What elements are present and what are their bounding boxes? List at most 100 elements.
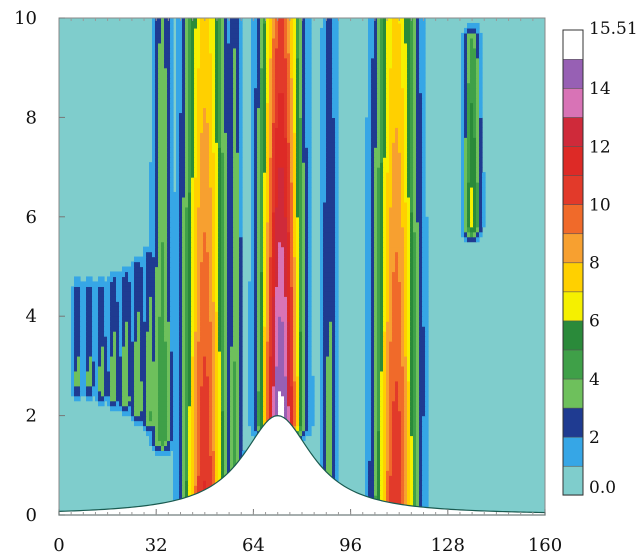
contour-cell bbox=[401, 420, 405, 427]
contour-cell bbox=[326, 177, 336, 183]
contour-cell bbox=[218, 216, 222, 223]
contour-cell bbox=[257, 425, 261, 432]
contour-cell bbox=[374, 365, 378, 372]
contour-cell bbox=[74, 341, 81, 347]
contour-cell bbox=[191, 400, 195, 407]
contour-cell bbox=[134, 410, 141, 417]
contour-cell bbox=[476, 157, 480, 163]
contour-cell bbox=[407, 167, 411, 173]
contour-cell bbox=[410, 440, 414, 447]
contour-cell bbox=[179, 440, 183, 447]
contour-cell bbox=[218, 147, 222, 153]
contour-cell bbox=[206, 480, 213, 486]
contour-cell bbox=[395, 132, 399, 138]
contour-cell bbox=[191, 470, 195, 476]
contour-cell bbox=[122, 296, 132, 302]
contour-cell bbox=[125, 326, 129, 332]
contour-cell bbox=[227, 152, 234, 158]
contour-cell bbox=[395, 395, 399, 402]
contour-cell bbox=[308, 395, 315, 402]
contour-cell bbox=[272, 321, 276, 327]
contour-cell bbox=[386, 266, 390, 273]
contour-cell bbox=[278, 241, 282, 248]
contour-cell bbox=[80, 301, 87, 307]
contour-cell bbox=[374, 435, 378, 442]
contour-cell bbox=[149, 415, 153, 422]
contour-cell bbox=[377, 172, 381, 178]
contour-cell bbox=[290, 360, 294, 367]
contour-cell bbox=[383, 350, 387, 357]
contour-cell bbox=[236, 410, 240, 417]
contour-cell bbox=[212, 415, 216, 422]
contour-cell bbox=[116, 360, 123, 367]
contour-cell bbox=[212, 281, 216, 287]
contour-cell bbox=[305, 370, 309, 377]
contour-cell bbox=[374, 450, 378, 456]
contour-cell bbox=[89, 355, 93, 362]
contour-cell bbox=[479, 167, 483, 173]
contour-cell bbox=[224, 395, 228, 402]
contour-cell bbox=[299, 420, 303, 427]
contour-cell bbox=[218, 246, 222, 253]
contour-cell bbox=[371, 400, 375, 407]
contour-cell bbox=[74, 306, 81, 312]
contour-cell bbox=[263, 375, 267, 382]
contour-cell bbox=[254, 122, 258, 128]
contour-cell bbox=[254, 241, 258, 248]
contour-cell bbox=[308, 167, 312, 173]
contour-cell bbox=[221, 191, 225, 198]
contour-cell bbox=[212, 430, 216, 437]
contour-cell bbox=[299, 201, 303, 208]
contour-cell bbox=[191, 132, 195, 138]
contour-cell bbox=[365, 186, 372, 193]
contour-cell bbox=[371, 266, 375, 273]
contour-cell bbox=[407, 380, 411, 387]
contour-cell bbox=[260, 405, 264, 412]
contour-cell bbox=[239, 251, 243, 258]
contour-cell bbox=[380, 241, 384, 248]
contour-cell bbox=[140, 261, 147, 268]
contour-cell bbox=[377, 390, 381, 397]
contour-cell bbox=[194, 355, 198, 362]
contour-cell bbox=[167, 182, 171, 188]
contour-cell bbox=[473, 127, 477, 133]
contour-cell bbox=[389, 286, 393, 292]
contour-cell bbox=[386, 435, 390, 442]
contour-cell bbox=[239, 390, 243, 397]
contour-cell bbox=[179, 390, 183, 397]
contour-cell bbox=[293, 365, 297, 372]
contour-cell bbox=[410, 490, 414, 496]
contour-cell bbox=[248, 306, 255, 312]
contour-cell bbox=[410, 420, 414, 427]
contour-cell bbox=[194, 331, 201, 337]
contour-cell bbox=[167, 415, 171, 422]
contour-cell bbox=[227, 137, 234, 143]
contour-cell bbox=[170, 167, 174, 173]
contour-cell bbox=[299, 405, 303, 412]
contour-cell bbox=[389, 445, 393, 451]
contour-cell bbox=[266, 157, 270, 163]
contour-cell bbox=[422, 251, 429, 258]
contour-cell bbox=[407, 231, 411, 238]
contour-cell bbox=[182, 430, 186, 437]
contour-cell bbox=[275, 326, 279, 332]
contour-cell bbox=[335, 177, 339, 183]
contour-cell bbox=[71, 385, 75, 392]
contour-cell bbox=[266, 142, 270, 148]
contour-cell bbox=[239, 191, 243, 198]
contour-cell bbox=[167, 152, 171, 158]
contour-cell bbox=[152, 336, 156, 342]
contour-cell bbox=[200, 316, 210, 322]
contour-cell bbox=[401, 435, 405, 442]
contour-cell bbox=[71, 390, 75, 397]
contour-cell bbox=[398, 400, 405, 407]
contour-cell bbox=[422, 475, 429, 481]
contour-cell bbox=[116, 390, 123, 397]
contour-cell bbox=[269, 221, 273, 228]
contour-cell bbox=[116, 395, 123, 402]
contour-cell bbox=[284, 122, 288, 128]
contour-cell bbox=[122, 385, 129, 392]
contour-cell bbox=[164, 286, 168, 292]
contour-cell bbox=[305, 380, 309, 387]
contour-cell bbox=[386, 336, 393, 342]
